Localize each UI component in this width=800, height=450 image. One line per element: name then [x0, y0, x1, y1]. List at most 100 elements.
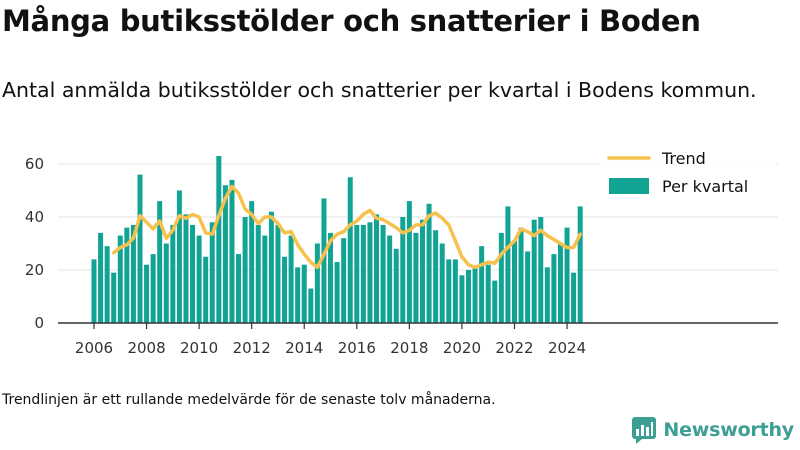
- legend-per-kvartal-label: Per kvartal: [662, 177, 748, 196]
- y-tick-label-0: 0: [34, 314, 44, 332]
- x-tick-label-2020: 2020: [443, 339, 481, 357]
- y-tick-label-20: 20: [25, 261, 44, 279]
- bar-q43: [374, 214, 380, 323]
- bar-q32: [301, 264, 307, 323]
- bar-q63: [505, 206, 511, 323]
- bar-q12: [170, 224, 176, 323]
- x-tick-label-2012: 2012: [233, 339, 271, 357]
- bar-q5: [124, 227, 130, 323]
- bar-q58: [472, 267, 478, 323]
- bar-q59: [479, 246, 485, 323]
- legend-per-kvartal-swatch: [609, 178, 649, 194]
- bar-q46: [393, 248, 399, 323]
- x-tick-label-2006: 2006: [75, 339, 113, 357]
- bar-q21: [229, 179, 235, 323]
- bar-q18: [209, 222, 215, 323]
- y-tick-label-60: 60: [25, 155, 44, 173]
- bar-q49: [413, 232, 419, 323]
- bar-q7: [137, 174, 143, 323]
- x-tick-label-2014: 2014: [285, 339, 323, 357]
- bar-q67: [531, 219, 537, 323]
- bar-q70: [551, 254, 557, 323]
- bar-q61: [492, 280, 498, 323]
- bar-q23: [242, 217, 248, 323]
- chart-subtitle: Antal anmälda butiksstölder och snatteri…: [2, 78, 757, 102]
- bar-series-per-kvartal: [91, 156, 583, 323]
- x-tick-label-2016: 2016: [338, 339, 376, 357]
- bar-q31: [295, 267, 301, 323]
- footnote: Trendlinjen är ett rullande medelvärde f…: [2, 392, 496, 408]
- bar-q68: [538, 217, 544, 323]
- bar-q60: [485, 264, 491, 323]
- bar-q29: [282, 256, 288, 323]
- bar-q45: [387, 235, 393, 323]
- bar-q40: [354, 224, 360, 323]
- brand-logo: Newsworthy: [631, 416, 794, 444]
- bar-q11: [163, 243, 169, 323]
- bar-q16: [196, 235, 202, 323]
- bar-q27: [268, 211, 274, 323]
- x-tick-label-2018: 2018: [390, 339, 428, 357]
- x-tick-label-2022: 2022: [495, 339, 533, 357]
- bar-q56: [459, 275, 465, 323]
- bar-q1: [98, 232, 104, 323]
- bar-q14: [183, 214, 189, 323]
- bar-q8: [144, 264, 150, 323]
- bar-q69: [544, 267, 550, 323]
- bar-q0: [91, 259, 97, 323]
- bar-q72: [564, 227, 570, 323]
- newsworthy-logo-icon: [632, 417, 657, 444]
- bar-q55: [452, 259, 458, 323]
- bar-q28: [275, 224, 281, 323]
- bar-q65: [518, 227, 524, 323]
- x-tick-label-2010: 2010: [180, 339, 218, 357]
- bar-q35: [321, 198, 327, 323]
- bar-q48: [406, 201, 412, 323]
- bar-q54: [446, 259, 452, 323]
- y-axis-ticks: 0 20 40 60: [25, 155, 44, 332]
- bar-q62: [498, 232, 504, 323]
- bar-q19: [216, 156, 222, 323]
- legend-trend-label: Trend: [661, 149, 706, 168]
- y-tick-label-40: 40: [25, 208, 44, 226]
- chart: 2006 2008 2010 2012 2014 2016 2018 2020 2022 2024…: [24, 146, 778, 357]
- x-axis-ticks: 2006 2008 2010 2012 2014 2016 2018 2020 2022 2024: [75, 323, 586, 357]
- bar-q41: [360, 224, 366, 323]
- bar-q64: [511, 240, 517, 323]
- bar-q4: [117, 235, 123, 323]
- bar-q10: [157, 201, 163, 323]
- bar-q9: [150, 254, 156, 323]
- bar-q51: [426, 203, 432, 323]
- bar-q20: [222, 185, 228, 323]
- x-tick-label-2024: 2024: [548, 339, 586, 357]
- bar-q17: [203, 256, 209, 323]
- bar-q44: [380, 224, 386, 323]
- legend: Trend Per kvartal: [600, 146, 776, 200]
- bar-q74: [577, 206, 583, 323]
- bar-q73: [571, 272, 577, 323]
- bar-q34: [314, 243, 320, 323]
- bar-q66: [525, 251, 531, 323]
- bar-q2: [104, 246, 110, 323]
- bar-q53: [439, 243, 445, 323]
- bar-q52: [433, 230, 439, 323]
- trend-line: [111, 184, 582, 270]
- bar-q71: [557, 243, 563, 323]
- bar-q33: [308, 288, 314, 323]
- bar-q3: [111, 272, 117, 323]
- bar-q25: [255, 224, 261, 323]
- bar-q24: [249, 201, 255, 323]
- bar-q42: [367, 222, 373, 323]
- bar-q37: [334, 262, 340, 323]
- bar-q47: [400, 217, 406, 323]
- bar-q50: [420, 219, 425, 323]
- bar-q57: [465, 270, 471, 323]
- bar-q36: [328, 232, 334, 323]
- bar-q15: [190, 224, 196, 323]
- bar-q6: [130, 224, 136, 323]
- bar-q39: [347, 177, 353, 323]
- brand-name: Newsworthy: [663, 419, 794, 441]
- bar-q38: [341, 238, 347, 323]
- bar-q26: [262, 235, 268, 323]
- bar-q13: [176, 190, 182, 323]
